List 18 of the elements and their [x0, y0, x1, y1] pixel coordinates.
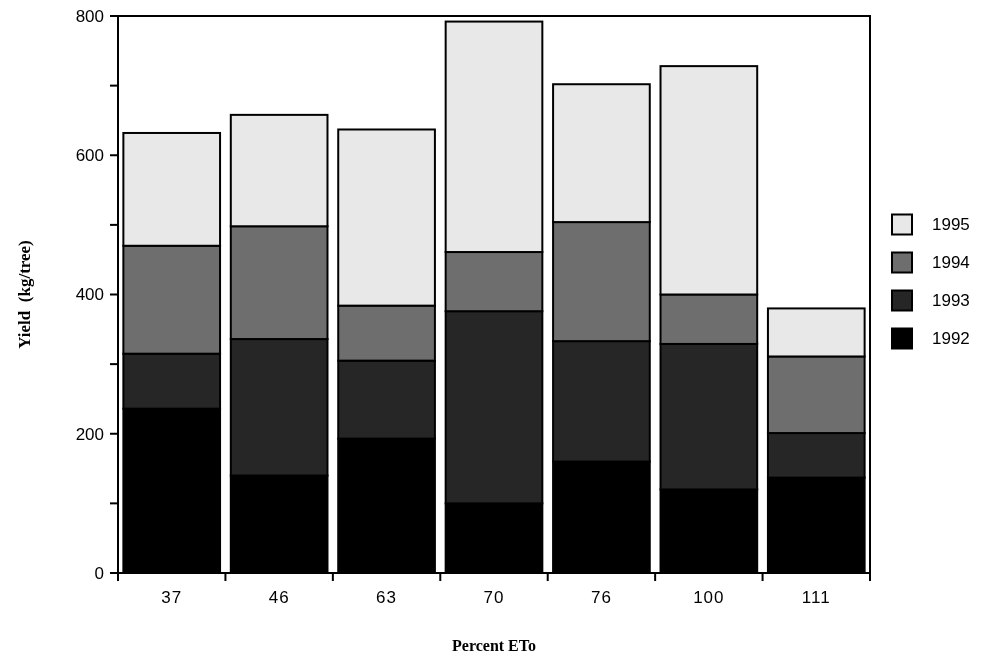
x-tick-label: 63: [376, 588, 398, 607]
x-tick-label: 111: [801, 588, 831, 607]
y-tick-label: 600: [75, 146, 104, 166]
legend-label: 1994: [932, 253, 970, 273]
y-axis-title: Yield (kg/tree): [15, 240, 34, 349]
y-tick-label: 200: [75, 424, 104, 444]
x-axis-title: Percent ETo: [452, 637, 536, 654]
legend-label: 1993: [932, 291, 970, 311]
x-tick-label: 37: [161, 588, 183, 607]
legend-label: 1992: [932, 329, 970, 349]
x-tick-label: 70: [483, 588, 505, 607]
x-tick-label: 76: [590, 588, 612, 607]
legend-label: 1995: [932, 215, 970, 235]
y-tick-label: 400: [75, 285, 104, 305]
x-tick-label: 100: [693, 588, 725, 607]
y-tick-label: 0: [94, 563, 104, 583]
x-tick-label: 46: [268, 588, 290, 607]
y-tick-label: 800: [75, 6, 104, 26]
